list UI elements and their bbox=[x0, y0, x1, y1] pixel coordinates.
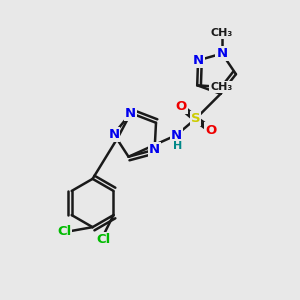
Text: O: O bbox=[175, 100, 187, 113]
Text: N: N bbox=[217, 47, 228, 60]
Text: S: S bbox=[191, 112, 200, 125]
Text: N: N bbox=[149, 143, 160, 156]
Text: N: N bbox=[125, 106, 136, 120]
Text: H: H bbox=[173, 141, 183, 151]
Text: Cl: Cl bbox=[96, 233, 110, 246]
Text: O: O bbox=[205, 124, 217, 136]
Text: CH₃: CH₃ bbox=[211, 28, 233, 38]
Text: N: N bbox=[171, 128, 182, 142]
Text: N: N bbox=[193, 54, 204, 67]
Text: CH₃: CH₃ bbox=[210, 82, 232, 92]
Text: N: N bbox=[108, 128, 119, 141]
Text: Cl: Cl bbox=[57, 225, 71, 238]
